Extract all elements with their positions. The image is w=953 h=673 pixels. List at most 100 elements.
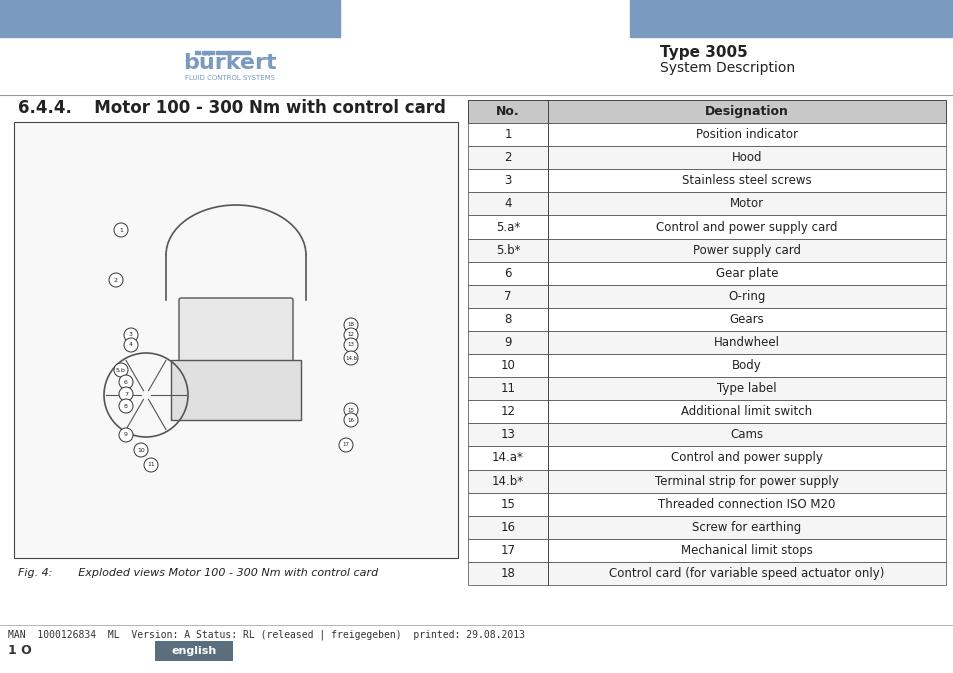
Bar (154, 641, 233, 661)
Text: 2: 2 (504, 151, 511, 164)
Bar (468, 170, 945, 192)
Text: Motor: Motor (729, 197, 763, 211)
Text: 1: 1 (119, 227, 123, 232)
Text: 9: 9 (124, 433, 128, 437)
Bar (468, 146, 945, 170)
Circle shape (344, 351, 357, 365)
Bar (202, 51, 213, 54)
Text: 3: 3 (504, 174, 511, 187)
Circle shape (119, 375, 132, 389)
Text: 11: 11 (147, 462, 154, 468)
Text: 5.b: 5.b (116, 367, 126, 372)
Text: 14.a*: 14.a* (492, 452, 523, 464)
Text: 7: 7 (124, 392, 128, 396)
Text: 17: 17 (342, 443, 349, 448)
Bar (468, 238, 945, 262)
Bar (222, 51, 227, 54)
Text: FLUID CONTROL SYSTEMS: FLUID CONTROL SYSTEMS (185, 75, 274, 81)
Bar (468, 192, 945, 215)
Bar (468, 262, 945, 285)
Bar (468, 215, 945, 238)
Bar (468, 539, 945, 562)
Text: bürkert: bürkert (183, 53, 276, 73)
Circle shape (344, 413, 357, 427)
Text: 6: 6 (124, 380, 128, 384)
Text: 12: 12 (500, 405, 515, 419)
Text: Threaded connection ISO M20: Threaded connection ISO M20 (658, 497, 835, 511)
Text: 8: 8 (504, 313, 511, 326)
Text: Fig. 4:   Exploded views Motor 100 - 300 Nm with control card: Fig. 4: Exploded views Motor 100 - 300 N… (18, 568, 377, 578)
Text: System Description: System Description (659, 61, 794, 75)
Text: 10: 10 (500, 359, 515, 372)
Text: 8: 8 (124, 404, 128, 409)
Bar (194, 51, 200, 54)
Bar (468, 354, 945, 377)
Text: 7: 7 (504, 290, 511, 303)
Bar (468, 562, 945, 585)
Text: Control and power supply: Control and power supply (670, 452, 822, 464)
Circle shape (133, 443, 148, 457)
Bar (0, 0, 339, 37)
Bar (468, 285, 945, 308)
FancyBboxPatch shape (179, 298, 293, 362)
Bar (629, 0, 953, 37)
Bar (468, 100, 945, 123)
Bar (468, 377, 945, 400)
Bar (14, 122, 457, 558)
Circle shape (338, 438, 353, 452)
Bar (468, 493, 945, 516)
Bar (468, 331, 945, 354)
Circle shape (144, 458, 158, 472)
Text: Designation: Designation (704, 105, 788, 118)
Text: 4: 4 (504, 197, 511, 211)
Bar (468, 516, 945, 539)
Text: 4: 4 (129, 343, 132, 347)
Text: Additional limit switch: Additional limit switch (680, 405, 812, 419)
Circle shape (344, 338, 357, 352)
Text: No.: No. (496, 105, 519, 118)
Text: Hood: Hood (731, 151, 761, 164)
Text: 1: 1 (504, 128, 511, 141)
Bar (228, 51, 250, 54)
Text: MAN  1000126834  ML  Version: A Status: RL (released | freigegeben)  printed: 29: MAN 1000126834 ML Version: A Status: RL … (8, 630, 524, 640)
Text: 18: 18 (347, 322, 355, 328)
Text: Handwheel: Handwheel (713, 336, 780, 349)
Text: Terminal strip for power supply: Terminal strip for power supply (655, 474, 838, 487)
Text: 1 O: 1 O (8, 645, 31, 658)
Text: 15: 15 (347, 407, 355, 413)
Text: Type label: Type label (717, 382, 776, 395)
Circle shape (113, 223, 128, 237)
Circle shape (119, 428, 132, 442)
Circle shape (109, 273, 123, 287)
Text: Power supply card: Power supply card (692, 244, 801, 256)
Text: english: english (172, 646, 216, 656)
Bar (468, 470, 945, 493)
Text: 11: 11 (500, 382, 515, 395)
Text: Mechanical limit stops: Mechanical limit stops (680, 544, 812, 557)
Text: 18: 18 (500, 567, 515, 580)
Text: Body: Body (731, 359, 761, 372)
Text: 16: 16 (500, 521, 515, 534)
Text: Stainless steel screws: Stainless steel screws (681, 174, 811, 187)
Circle shape (119, 399, 132, 413)
Text: 14.b: 14.b (345, 355, 356, 361)
Text: Gear plate: Gear plate (715, 267, 778, 280)
Text: Control card (for variable speed actuator only): Control card (for variable speed actuato… (609, 567, 883, 580)
Text: 13: 13 (347, 343, 355, 347)
Text: Screw for earthing: Screw for earthing (692, 521, 801, 534)
Text: Cams: Cams (730, 429, 762, 441)
Text: 12: 12 (347, 332, 355, 337)
Bar (468, 446, 945, 470)
Text: O-ring: O-ring (727, 290, 765, 303)
Circle shape (344, 328, 357, 342)
Text: Type 3005: Type 3005 (659, 44, 747, 59)
Circle shape (119, 387, 132, 401)
Bar (468, 123, 945, 146)
Text: 17: 17 (500, 544, 515, 557)
Text: 14.b*: 14.b* (492, 474, 523, 487)
Text: 10: 10 (137, 448, 145, 452)
Bar (468, 308, 945, 331)
Text: 16: 16 (347, 417, 355, 423)
Bar (171, 360, 301, 420)
Circle shape (124, 338, 138, 352)
